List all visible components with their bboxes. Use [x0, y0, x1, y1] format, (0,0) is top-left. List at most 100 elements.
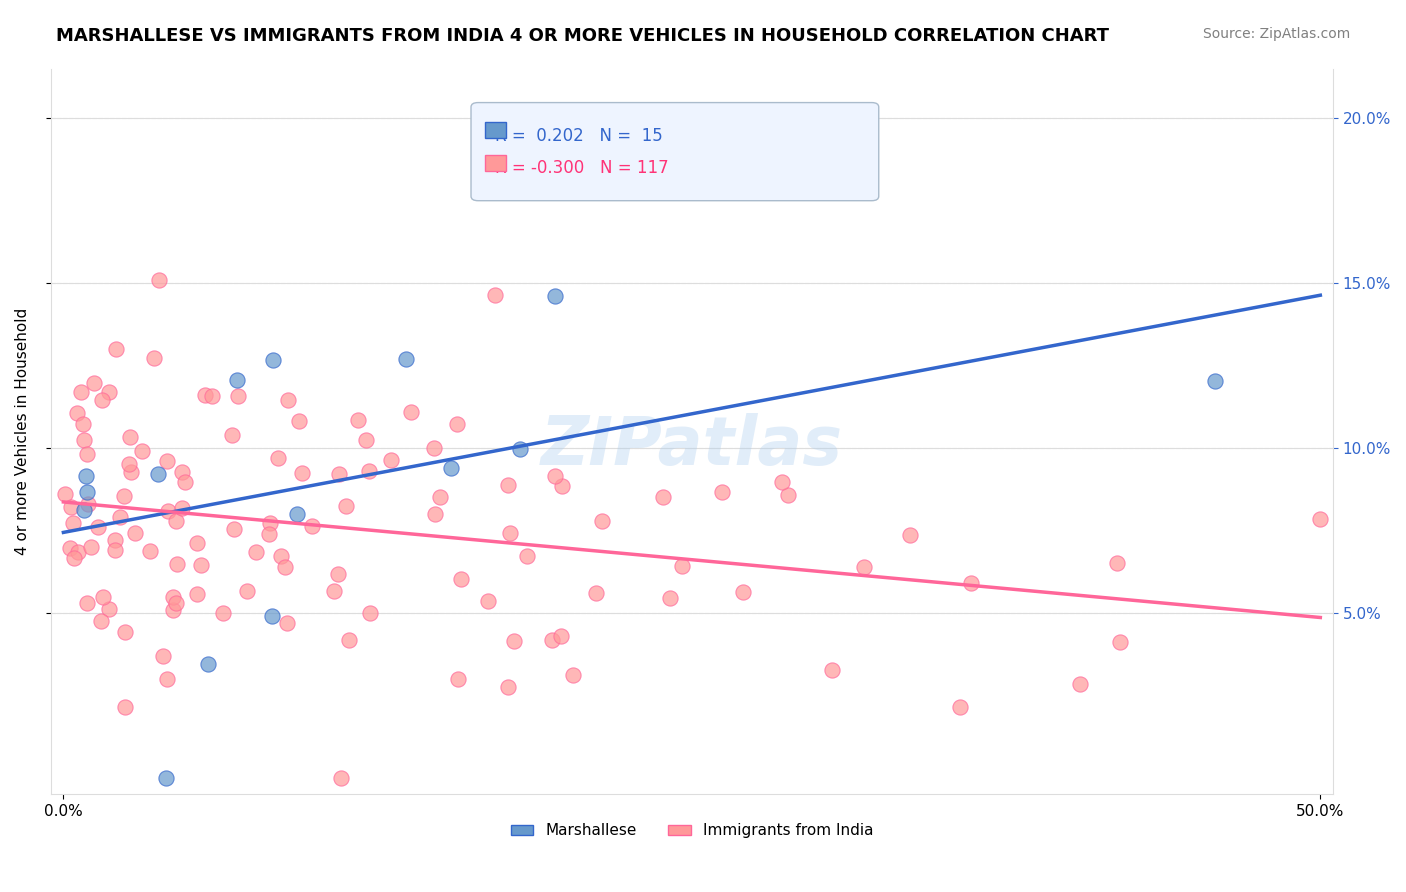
Point	[259, 516, 281, 531]
Point	[59, 541, 82, 556]
Point	[550, 629, 572, 643]
Point	[562, 668, 585, 682]
Point	[62, 516, 84, 530]
Point	[228, 389, 250, 403]
Point	[543, 289, 565, 303]
Point	[1309, 512, 1331, 526]
Point	[211, 607, 233, 621]
Point	[97, 601, 120, 615]
Point	[60, 500, 83, 515]
Point	[446, 417, 468, 431]
Point	[103, 533, 125, 547]
Point	[152, 649, 174, 664]
Point	[821, 663, 844, 677]
Point	[450, 572, 472, 586]
Point	[422, 441, 444, 455]
Point	[277, 392, 299, 407]
Point	[1204, 374, 1226, 388]
Point	[285, 508, 308, 522]
Point	[267, 451, 290, 466]
Point	[98, 385, 121, 400]
Point	[1105, 557, 1128, 571]
Point	[541, 633, 564, 648]
Point	[148, 273, 170, 287]
Point	[131, 444, 153, 458]
Point	[543, 469, 565, 483]
Point	[591, 514, 613, 528]
Point	[91, 591, 114, 605]
Point	[301, 519, 323, 533]
Point	[112, 489, 135, 503]
Point	[347, 412, 370, 426]
Point	[172, 466, 194, 480]
Point	[186, 536, 208, 550]
Point	[197, 657, 219, 672]
Point	[155, 771, 177, 785]
Text: ZIPatlas: ZIPatlas	[541, 413, 842, 479]
Point	[146, 467, 169, 482]
Text: R = -0.300   N = 117: R = -0.300 N = 117	[495, 159, 668, 177]
Point	[498, 478, 520, 492]
Point	[90, 614, 112, 628]
Point	[194, 388, 217, 402]
Point	[80, 540, 103, 554]
Point	[731, 585, 754, 599]
Point	[105, 343, 128, 357]
Point	[499, 525, 522, 540]
Point	[262, 353, 284, 368]
Point	[496, 680, 519, 694]
Point	[440, 461, 463, 475]
Point	[236, 583, 259, 598]
Point	[262, 609, 284, 624]
Point	[477, 593, 499, 607]
Point	[484, 287, 506, 301]
Point	[166, 558, 188, 572]
Point	[120, 430, 142, 444]
Point	[170, 501, 193, 516]
Point	[328, 567, 350, 582]
Point	[156, 672, 179, 686]
Point	[329, 771, 352, 785]
Point	[359, 607, 381, 621]
Point	[162, 603, 184, 617]
Point	[659, 591, 682, 605]
Point	[335, 499, 357, 513]
Point	[190, 558, 212, 572]
Point	[139, 544, 162, 558]
Point	[76, 497, 98, 511]
Point	[226, 373, 249, 387]
Point	[75, 469, 97, 483]
Point	[447, 672, 470, 686]
Point	[173, 475, 195, 490]
Point	[114, 624, 136, 639]
Point	[1069, 676, 1091, 690]
Point	[776, 487, 799, 501]
Point	[1109, 634, 1132, 648]
Point	[165, 596, 187, 610]
Point	[770, 475, 793, 490]
Point	[257, 527, 280, 541]
Text: Source: ZipAtlas.com: Source: ZipAtlas.com	[1202, 27, 1350, 41]
Text: R =  0.202   N =  15: R = 0.202 N = 15	[495, 127, 662, 145]
Point	[516, 549, 538, 563]
Point	[423, 508, 446, 522]
Point	[380, 453, 402, 467]
Point	[949, 700, 972, 714]
Point	[70, 384, 93, 399]
Text: MARSHALLESE VS IMMIGRANTS FROM INDIA 4 OR MORE VEHICLES IN HOUSEHOLD CORRELATION: MARSHALLESE VS IMMIGRANTS FROM INDIA 4 O…	[56, 27, 1109, 45]
Point	[399, 405, 422, 419]
Point	[853, 560, 876, 574]
Point	[288, 414, 311, 428]
Point	[63, 551, 86, 566]
Point	[357, 464, 380, 478]
Point	[270, 549, 292, 564]
Point	[201, 389, 224, 403]
Point	[710, 485, 733, 500]
Point	[103, 543, 125, 558]
Point	[73, 503, 96, 517]
Point	[120, 465, 142, 479]
Point	[90, 392, 112, 407]
Point	[124, 526, 146, 541]
Point	[162, 590, 184, 604]
Point	[114, 700, 136, 714]
